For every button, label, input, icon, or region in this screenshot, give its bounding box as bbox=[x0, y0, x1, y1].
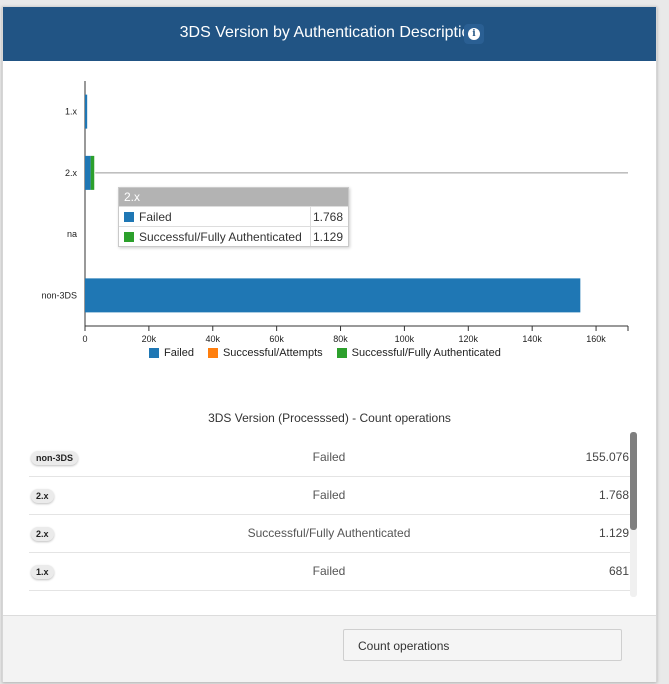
x-tick-label: 140k bbox=[522, 334, 542, 344]
x-tick-label: 40k bbox=[206, 334, 221, 344]
chart-legend: Failed Successful/Attempts Successful/Fu… bbox=[149, 347, 501, 359]
tooltip-label-cell: Failed bbox=[119, 207, 311, 226]
table-title: 3DS Version (Processsed) - Count operati… bbox=[208, 411, 451, 425]
row-description: Successful/Fully Authenticated bbox=[247, 526, 411, 540]
y-tick-label: 2.x bbox=[65, 168, 78, 178]
table-row[interactable]: 2.x Successful/Fully Authenticated 1.129 bbox=[29, 515, 633, 553]
tooltip-value: 1.768 bbox=[312, 209, 343, 224]
version-badge: non-3DS bbox=[31, 451, 78, 465]
chart-card: 3DS Version by Authentication Descriptio… bbox=[2, 6, 657, 682]
row-value: 1.129 bbox=[598, 526, 629, 540]
x-tick-label: 20k bbox=[142, 334, 157, 344]
info-button[interactable]: i bbox=[464, 24, 484, 44]
bar-2-x-failed bbox=[85, 155, 91, 190]
x-tick-label: 100k bbox=[395, 334, 415, 344]
row-value: 681 bbox=[608, 564, 629, 578]
x-tick-label: 80k bbox=[333, 334, 348, 344]
tooltip-row: Failed 1.768 bbox=[119, 206, 348, 226]
table-row[interactable]: 2.x Failed 1.768 bbox=[29, 477, 633, 515]
info-icon: i bbox=[468, 28, 480, 40]
chart-tooltip: 2.x Failed 1.768 Successful/Fully Authen… bbox=[118, 187, 349, 247]
x-tick-label: 0 bbox=[82, 334, 87, 344]
card-title: 3DS Version by Authentication Descriptio… bbox=[179, 24, 480, 41]
x-tick-label: 60k bbox=[269, 334, 284, 344]
y-tick-label: non-3DS bbox=[41, 290, 77, 300]
tooltip-title: 2.x bbox=[119, 188, 348, 206]
table-scrollbar[interactable] bbox=[630, 432, 637, 597]
tooltip-label-cell: Successful/Fully Authenticated bbox=[119, 227, 311, 246]
legend-label-failed: Failed bbox=[164, 347, 194, 359]
y-tick-label: na bbox=[67, 229, 77, 239]
bar-2-x-successful-fully-authenticated bbox=[90, 155, 95, 190]
bar-non-3ds-failed bbox=[85, 278, 581, 313]
tooltip-swatch-authenticated bbox=[124, 231, 134, 242]
card-header: 3DS Version by Authentication Descriptio… bbox=[3, 7, 656, 61]
table-row[interactable]: non-3DS Failed 155.076 bbox=[29, 439, 633, 477]
scrollbar-thumb[interactable] bbox=[630, 432, 637, 530]
version-badge: 2.x bbox=[31, 489, 54, 503]
count-operations-button[interactable]: Count operations bbox=[343, 629, 622, 661]
legend-swatch-authenticated bbox=[336, 348, 347, 358]
x-tick-label: 160k bbox=[586, 334, 606, 344]
row-value: 1.768 bbox=[598, 488, 629, 502]
tooltip-row: Successful/Fully Authenticated 1.129 bbox=[119, 226, 348, 246]
row-description: Failed bbox=[312, 488, 346, 502]
tooltip-label: Failed bbox=[139, 209, 172, 224]
legend-swatch-attempts bbox=[207, 348, 218, 358]
version-badge: 1.x bbox=[31, 565, 54, 579]
tooltip-value: 1.129 bbox=[312, 229, 343, 244]
legend-item-attempts[interactable]: Successful/Attempts bbox=[207, 347, 323, 359]
card-footer: Count operations bbox=[3, 615, 656, 682]
tooltip-swatch-failed bbox=[124, 211, 134, 222]
table-row[interactable]: 1.x Failed 681 bbox=[29, 553, 633, 591]
row-description: Failed bbox=[312, 564, 346, 578]
legend-swatch-failed bbox=[149, 348, 159, 358]
version-badge: 2.x bbox=[31, 527, 54, 541]
bar-1-x-failed bbox=[85, 94, 88, 129]
legend-item-authenticated[interactable]: Successful/Fully Authenticated bbox=[336, 347, 501, 359]
row-value: 155.076 bbox=[585, 450, 629, 464]
legend-item-failed[interactable]: Failed bbox=[149, 347, 194, 359]
legend-label-authenticated: Successful/Fully Authenticated bbox=[351, 347, 501, 359]
count-table: non-3DS Failed 155.076 2.x Failed 1.768 … bbox=[29, 439, 633, 597]
row-description: Failed bbox=[312, 450, 346, 464]
bar-chart: 0 20k 40k 60k 80k 100k 120k 140k 160k 1.x 2.x na non… bbox=[41, 81, 629, 344]
tooltip-label: Successful/Fully Authenticated bbox=[139, 229, 302, 244]
x-tick-label: 120k bbox=[459, 334, 479, 344]
y-tick-label: 1.x bbox=[65, 107, 78, 117]
legend-label-attempts: Successful/Attempts bbox=[222, 347, 323, 359]
